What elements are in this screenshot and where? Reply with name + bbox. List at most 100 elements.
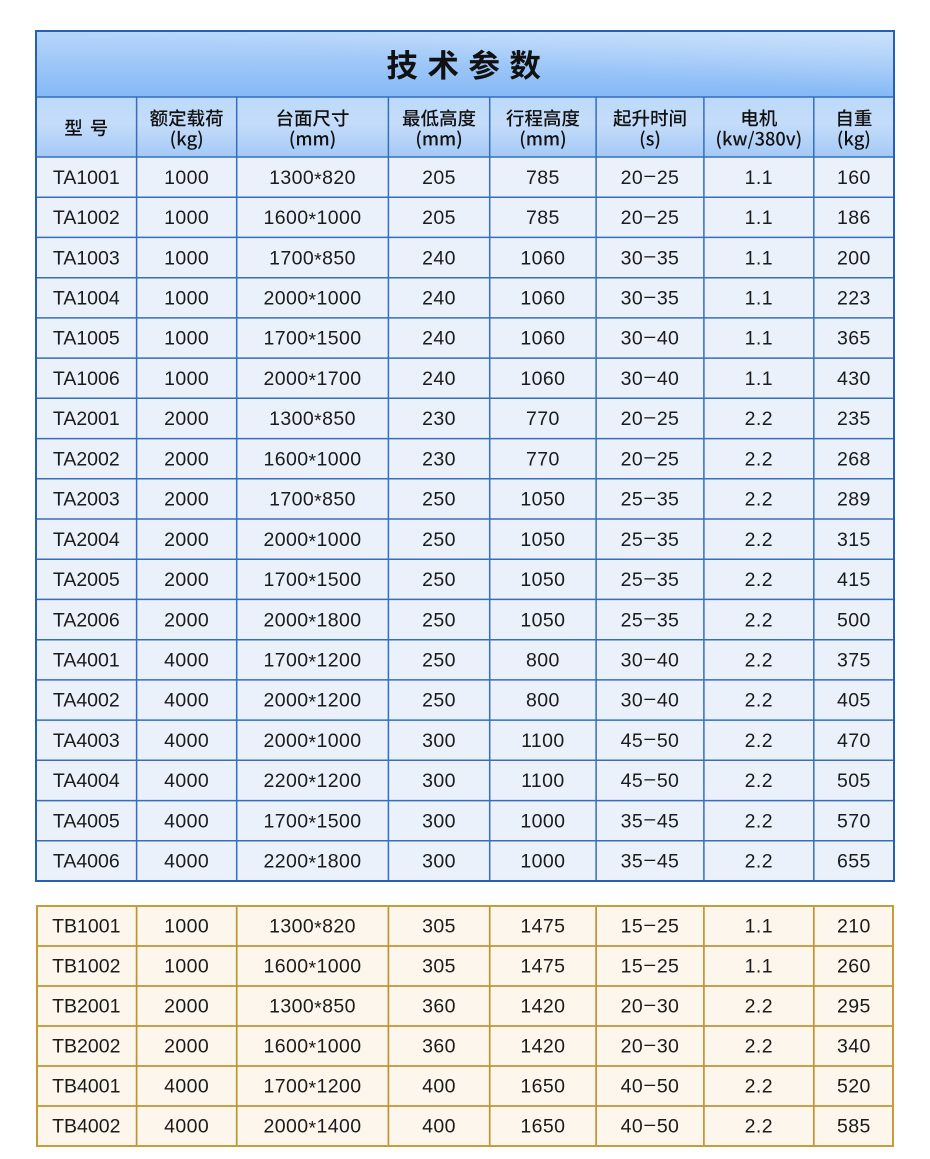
svg-text:TB4001: TB4001	[52, 1076, 120, 1098]
svg-text:1000: 1000	[164, 288, 209, 310]
svg-text:1000: 1000	[164, 207, 209, 229]
svg-text:1.1: 1.1	[745, 288, 773, 310]
svg-text:240: 240	[422, 288, 456, 310]
svg-text:260: 260	[837, 956, 871, 978]
svg-text:1060: 1060	[520, 368, 565, 390]
svg-text:268: 268	[837, 448, 871, 470]
svg-text:1700*1200: 1700*1200	[264, 1076, 362, 1100]
svg-text:TA1002: TA1002	[53, 207, 120, 229]
svg-text:2.2: 2.2	[745, 770, 773, 792]
svg-text:45–50: 45–50	[621, 768, 680, 792]
svg-text:1060: 1060	[520, 247, 565, 269]
svg-text:240: 240	[422, 328, 456, 350]
svg-text:1475: 1475	[520, 916, 565, 938]
svg-text:360: 360	[422, 1036, 456, 1058]
svg-text:289: 289	[837, 489, 871, 511]
svg-text:1420: 1420	[520, 1036, 565, 1058]
svg-text:TA4005: TA4005	[53, 810, 120, 832]
svg-text:1650: 1650	[520, 1116, 565, 1138]
svg-text:2000: 2000	[164, 1036, 209, 1058]
svg-text:1.1: 1.1	[745, 916, 773, 938]
svg-text:570: 570	[837, 810, 871, 832]
svg-text:500: 500	[837, 609, 871, 631]
svg-text:20–25: 20–25	[621, 446, 680, 470]
svg-text:1700*1500: 1700*1500	[264, 569, 362, 593]
svg-text:160: 160	[837, 167, 871, 189]
svg-text:240: 240	[422, 368, 456, 390]
svg-text:2.2: 2.2	[745, 730, 773, 752]
svg-text:4000: 4000	[164, 1076, 209, 1098]
svg-text:4000: 4000	[164, 770, 209, 792]
svg-text:1700*1500: 1700*1500	[264, 810, 362, 834]
svg-text:TA2001: TA2001	[53, 408, 120, 430]
svg-text:2.2: 2.2	[745, 529, 773, 551]
svg-text:1000: 1000	[164, 956, 209, 978]
svg-text:TB2002: TB2002	[52, 1036, 120, 1058]
svg-text:45–50: 45–50	[621, 728, 680, 752]
svg-text:2000: 2000	[164, 996, 209, 1018]
svg-text:223: 223	[837, 288, 871, 310]
svg-text:2200*1800: 2200*1800	[264, 851, 362, 875]
svg-text:2.2: 2.2	[745, 1036, 773, 1058]
svg-text:1.1: 1.1	[745, 247, 773, 269]
svg-text:415: 415	[837, 569, 871, 591]
svg-text:210: 210	[837, 916, 871, 938]
svg-text:2000*1700: 2000*1700	[264, 368, 362, 392]
svg-text:1000: 1000	[164, 167, 209, 189]
svg-text:TA1005: TA1005	[53, 328, 120, 350]
svg-text:2.2: 2.2	[745, 1076, 773, 1098]
svg-text:400: 400	[422, 1116, 456, 1138]
svg-text:2.2: 2.2	[745, 448, 773, 470]
svg-text:2.2: 2.2	[745, 408, 773, 430]
svg-text:2000*1800: 2000*1800	[264, 609, 362, 633]
svg-text:40–50: 40–50	[621, 1114, 680, 1138]
svg-text:585: 585	[837, 1116, 871, 1138]
svg-text:1700*850: 1700*850	[269, 247, 356, 271]
svg-text:TA2005: TA2005	[53, 569, 120, 591]
svg-text:2.2: 2.2	[745, 690, 773, 712]
svg-text:1.1: 1.1	[745, 956, 773, 978]
svg-text:2000*1000: 2000*1000	[264, 730, 362, 754]
svg-text:TB1001: TB1001	[52, 916, 120, 938]
svg-text:2000*1200: 2000*1200	[264, 690, 362, 714]
svg-text:240: 240	[422, 247, 456, 269]
svg-text:2000: 2000	[164, 529, 209, 551]
svg-text:205: 205	[422, 167, 456, 189]
svg-text:20–30: 20–30	[621, 994, 680, 1018]
svg-text:TA2006: TA2006	[53, 609, 120, 631]
svg-text:360: 360	[422, 996, 456, 1018]
svg-text:1700*1200: 1700*1200	[264, 650, 362, 674]
svg-text:250: 250	[422, 489, 456, 511]
svg-text:235: 235	[837, 408, 871, 430]
svg-text:300: 300	[422, 770, 456, 792]
svg-text:250: 250	[422, 650, 456, 672]
svg-text:1000: 1000	[164, 328, 209, 350]
svg-text:2000: 2000	[164, 448, 209, 470]
svg-text:20–25: 20–25	[621, 406, 680, 430]
svg-text:20–30: 20–30	[621, 1034, 680, 1058]
svg-text:4000: 4000	[164, 690, 209, 712]
svg-text:1300*850: 1300*850	[269, 408, 356, 432]
svg-text:365: 365	[837, 328, 871, 350]
svg-text:770: 770	[526, 448, 560, 470]
svg-text:25–35: 25–35	[621, 567, 680, 591]
svg-text:430: 430	[837, 368, 871, 390]
svg-text:1300*820: 1300*820	[269, 167, 356, 191]
svg-text:2.2: 2.2	[745, 1116, 773, 1138]
svg-text:4000: 4000	[164, 851, 209, 873]
svg-text:TA4001: TA4001	[53, 650, 120, 672]
svg-text:1420: 1420	[520, 996, 565, 1018]
svg-text:1700*1500: 1700*1500	[264, 328, 362, 352]
svg-text:2.2: 2.2	[745, 569, 773, 591]
svg-text:405: 405	[837, 690, 871, 712]
svg-text:15–25: 15–25	[621, 954, 680, 978]
svg-text:1600*1000: 1600*1000	[264, 1036, 362, 1060]
svg-text:25–35: 25–35	[621, 486, 680, 510]
svg-text:TA1006: TA1006	[53, 368, 120, 390]
svg-text:2000: 2000	[164, 609, 209, 631]
svg-text:1000: 1000	[164, 916, 209, 938]
svg-text:2000*1000: 2000*1000	[264, 288, 362, 312]
svg-text:2000: 2000	[164, 569, 209, 591]
svg-text:1060: 1060	[520, 288, 565, 310]
svg-text:785: 785	[526, 167, 560, 189]
